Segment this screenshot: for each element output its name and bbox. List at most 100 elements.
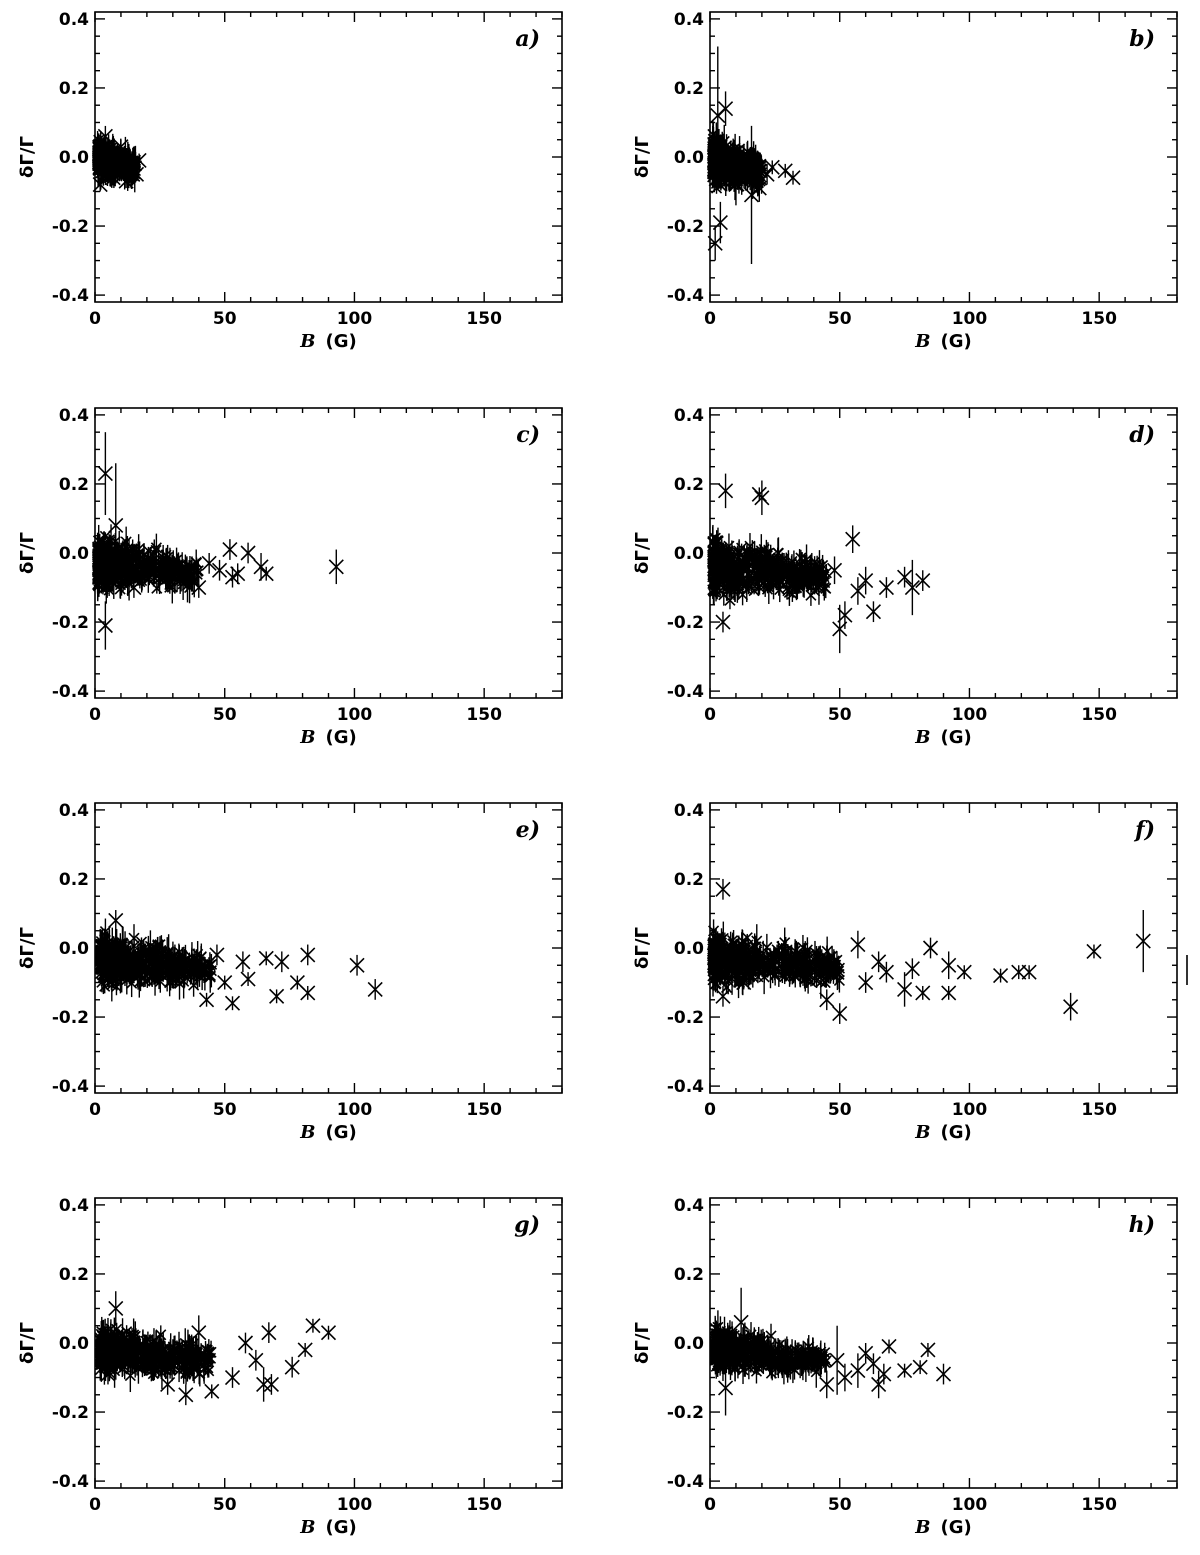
panel-d: 0 50 100 150 -0.4 -0.2 0.0 0.2 0.4 B (G) δΓ/Γ d) <box>632 406 1178 748</box>
data-point <box>237 1332 254 1354</box>
x-tick-label: 100 <box>337 705 373 725</box>
x-tick-label: 0 <box>89 1100 101 1120</box>
x-tick-label: 100 <box>952 1100 988 1120</box>
x-tick-label: 150 <box>466 309 502 329</box>
data-point <box>118 173 134 189</box>
y-tick-label: 0.2 <box>674 79 704 99</box>
y-tick-label: 0.4 <box>59 801 89 821</box>
y-tick-label: -0.4 <box>52 1472 89 1492</box>
data-point <box>850 1353 866 1388</box>
data-point <box>897 972 913 1007</box>
y-tick-label: -0.4 <box>667 286 704 306</box>
data-point <box>819 989 835 1011</box>
data-point <box>211 559 228 581</box>
data-point <box>305 1318 321 1334</box>
x-axis-title: B (G) <box>914 1122 971 1143</box>
x-tick-label: 150 <box>1081 1495 1117 1515</box>
y-tick-label: 0.2 <box>674 475 704 495</box>
x-tick-label: 100 <box>337 1100 373 1120</box>
y-tick-label: 0.2 <box>59 475 89 495</box>
data-point <box>858 566 874 595</box>
data-point <box>754 480 770 516</box>
y-tick-label: -0.4 <box>667 1472 704 1492</box>
x-tick-label: 0 <box>89 1495 101 1515</box>
x-tick-label: 0 <box>89 309 101 329</box>
x-tick-label: 50 <box>828 1100 852 1120</box>
y-tick-label: -0.2 <box>667 1008 704 1028</box>
data-point <box>97 125 113 147</box>
y-tick-label: -0.2 <box>52 217 89 237</box>
y-axis-title: δΓ/Γ <box>17 532 38 574</box>
x-tick-label: 0 <box>704 1100 716 1120</box>
data-point <box>993 968 1009 984</box>
data-point <box>113 139 129 155</box>
cloud-point <box>741 932 753 944</box>
data-point <box>274 951 290 973</box>
data-point <box>349 954 365 976</box>
data-point <box>878 577 894 598</box>
data-point <box>764 159 780 175</box>
panel-h: 0 50 100 150 -0.4 -0.2 0.0 0.2 0.4 B (G) δΓ/Γ h) <box>632 1196 1178 1538</box>
data-point <box>712 201 728 244</box>
data-point <box>837 1363 853 1392</box>
x-tick-label: 150 <box>1081 705 1117 725</box>
y-tick-label: 0.0 <box>674 1334 704 1354</box>
x-tick-label: 50 <box>828 705 852 725</box>
y-tick-label: -0.4 <box>667 1077 704 1097</box>
data-point <box>751 174 767 202</box>
y-tick-label: 0.4 <box>674 406 704 426</box>
data-point <box>297 1342 313 1358</box>
data-point <box>128 166 145 182</box>
x-tick-label: 0 <box>704 1495 716 1515</box>
data-point <box>105 170 121 186</box>
y-tick-label: -0.2 <box>52 613 89 633</box>
data-point <box>204 1383 220 1399</box>
data-point <box>881 1338 897 1355</box>
x-tick-label: 150 <box>466 1100 502 1120</box>
y-tick-label: -0.2 <box>52 1008 89 1028</box>
data-point <box>728 163 744 206</box>
panel-tag: c) <box>516 422 540 448</box>
y-tick-label: 0.0 <box>59 1334 89 1354</box>
data-point <box>897 1363 913 1379</box>
y-tick-label: 0.0 <box>59 544 89 564</box>
panel-b: 0 50 100 150 -0.4 -0.2 0.0 0.2 0.4 B (G) δΓ/Γ b) <box>632 10 1178 352</box>
y-tick-label: -0.2 <box>52 1403 89 1423</box>
y-tick-label: 0.0 <box>674 148 704 168</box>
y-tick-label: 0.0 <box>59 148 89 168</box>
cloud-point <box>719 140 732 175</box>
panel-tag: h) <box>1129 1212 1155 1238</box>
data-point <box>222 539 238 560</box>
y-tick-label: -0.4 <box>667 682 704 702</box>
data-point <box>718 91 734 126</box>
cloud-point <box>92 146 105 165</box>
x-tick-label: 100 <box>337 309 373 329</box>
y-tick-label: -0.4 <box>52 286 89 306</box>
x-axis-title: B (G) <box>914 727 971 748</box>
y-tick-label: 0.4 <box>674 801 704 821</box>
data-point <box>320 1325 337 1341</box>
data-point <box>97 601 113 650</box>
y-tick-label: 0.2 <box>59 870 89 890</box>
panel-c: 0 50 100 150 -0.4 -0.2 0.0 0.2 0.4 B (G) δΓ/Γ c) <box>17 406 563 748</box>
x-tick-label: 0 <box>704 705 716 725</box>
data-point <box>718 473 734 509</box>
x-tick-label: 0 <box>704 309 716 329</box>
y-tick-label: -0.2 <box>667 1403 704 1423</box>
x-axis-title: B (G) <box>299 331 356 352</box>
panel-g: 0 50 100 150 -0.4 -0.2 0.0 0.2 0.4 B (G) δΓ/Γ g) <box>17 1196 563 1538</box>
data-point <box>367 979 383 1000</box>
data-point <box>217 974 233 991</box>
data-point <box>201 553 217 574</box>
plot-frame <box>94 407 563 699</box>
data-point <box>1063 992 1079 1021</box>
data-point <box>904 559 920 616</box>
x-tick-label: 100 <box>952 705 988 725</box>
data-point <box>328 549 344 585</box>
y-tick-label: 0.2 <box>59 79 89 99</box>
data-point <box>912 1359 928 1375</box>
data-point <box>785 170 801 186</box>
y-tick-label: 0.4 <box>674 1196 704 1216</box>
data-point <box>935 1363 952 1385</box>
y-tick-label: 0.2 <box>674 1265 704 1285</box>
